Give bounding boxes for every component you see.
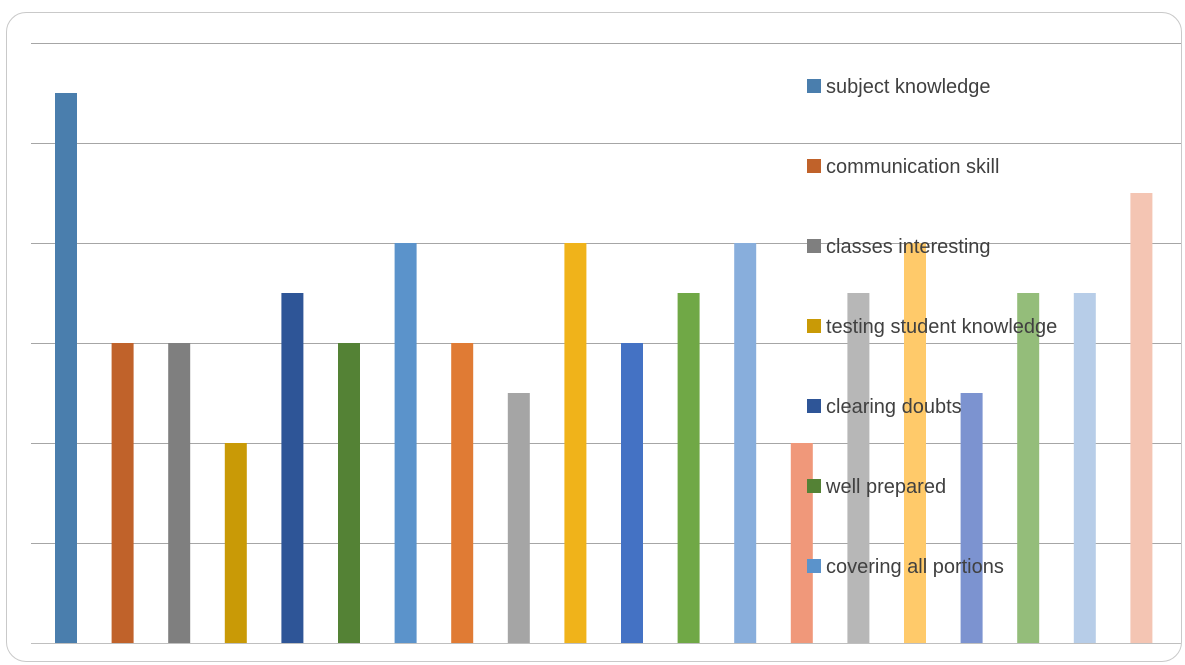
- chart-frame: subject knowledge communication skill clas…: [6, 12, 1182, 662]
- legend: subject knowledge communication skill clas…: [807, 76, 1057, 578]
- bar-11: [621, 343, 643, 643]
- bar-13: [734, 243, 757, 643]
- legend-label-6: well prepared: [825, 476, 946, 498]
- bar-2: [111, 343, 134, 643]
- bar-17: [960, 393, 983, 643]
- bar-4: [224, 443, 247, 643]
- legend-label-1: subject knowledge: [826, 76, 991, 98]
- legend-swatch-2: [807, 159, 821, 173]
- bar-5: [281, 293, 304, 643]
- bar-7: [394, 243, 417, 643]
- legend-swatch-6: [807, 479, 821, 493]
- legend-label-5: clearing doubts: [826, 396, 962, 418]
- bar-10: [564, 243, 587, 643]
- gridlines: [31, 43, 1181, 644]
- bar-3: [168, 343, 191, 643]
- bar-chart: subject knowledge communication skill clas…: [31, 43, 1181, 644]
- legend-swatch-5: [807, 399, 821, 413]
- bar-9: [507, 393, 530, 643]
- bar-1: [55, 93, 77, 643]
- bar-12: [677, 293, 700, 643]
- legend-swatch-3: [807, 239, 821, 253]
- bar-6: [338, 343, 360, 643]
- bar-18: [1017, 293, 1040, 643]
- legend-swatch-4: [807, 319, 821, 333]
- legend-label-7: covering all portions: [826, 556, 1004, 578]
- bar-14: [790, 443, 813, 643]
- bar-15: [847, 293, 870, 643]
- bar-20: [1130, 193, 1153, 643]
- bar-8: [451, 343, 474, 643]
- legend-swatch-7: [807, 559, 821, 573]
- legend-label-2: communication skill: [826, 156, 999, 178]
- bar-16: [904, 243, 926, 643]
- bar-19: [1073, 293, 1096, 643]
- legend-label-4: testing student knowledge: [826, 316, 1057, 338]
- legend-label-3: classes interesting: [826, 236, 991, 258]
- bars: [55, 93, 1153, 643]
- legend-swatch-1: [807, 79, 821, 93]
